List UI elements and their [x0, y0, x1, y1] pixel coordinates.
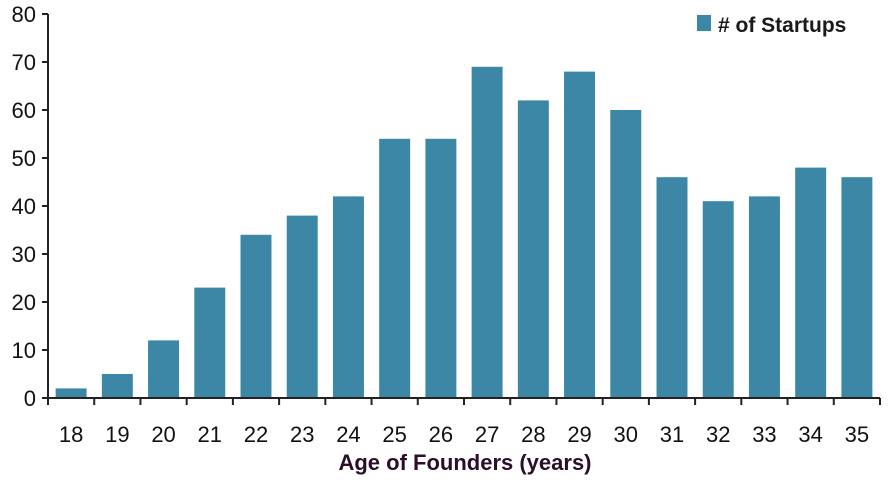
bar-25 — [379, 138, 411, 399]
bar-18 — [55, 388, 87, 398]
bar-32 — [702, 201, 734, 398]
legend-swatch — [697, 15, 711, 31]
y-axis-ticks: 0 10 20 30 40 50 60 70 80 — [12, 2, 48, 411]
x-tick-label: 27 — [475, 422, 499, 447]
bar-31 — [656, 177, 688, 398]
x-tick-label: 29 — [567, 422, 591, 447]
bar-21 — [194, 287, 226, 398]
bar-35 — [841, 177, 873, 398]
y-tick-label: 20 — [12, 290, 36, 315]
bar-20 — [148, 340, 180, 398]
legend-label: # of Startups — [718, 14, 846, 37]
x-axis-title: Age of Founders (years) — [338, 450, 591, 475]
x-tick-label: 23 — [290, 422, 314, 447]
y-tick-label: 60 — [12, 98, 36, 123]
bar-33 — [748, 196, 780, 398]
y-tick-label: 80 — [12, 2, 36, 27]
x-tick-label: 28 — [521, 422, 545, 447]
legend: # of Startups — [697, 14, 846, 37]
x-axis-ticks: 18 19 20 21 22 23 24 25 26 27 28 29 30 31 32 33 34 35 — [47, 398, 881, 447]
bar-34 — [795, 167, 827, 398]
bar-23 — [286, 215, 318, 398]
x-tick-label: 20 — [151, 422, 175, 447]
x-tick-label: 25 — [382, 422, 406, 447]
bar-22 — [240, 234, 272, 398]
x-tick-label: 18 — [59, 422, 83, 447]
x-tick-label: 35 — [845, 422, 869, 447]
x-tick-label: 32 — [706, 422, 730, 447]
x-tick-label: 30 — [614, 422, 638, 447]
bars — [55, 66, 873, 399]
y-tick-label: 0 — [24, 386, 36, 411]
x-tick-label: 19 — [105, 422, 129, 447]
x-tick-label: 31 — [660, 422, 684, 447]
y-tick-label: 50 — [12, 146, 36, 171]
bar-19 — [101, 374, 133, 398]
bar-26 — [425, 138, 457, 399]
x-tick-label: 21 — [198, 422, 222, 447]
y-tick-label: 30 — [12, 242, 36, 267]
x-tick-label: 34 — [798, 422, 822, 447]
bar-29 — [564, 71, 596, 398]
x-tick-label: 22 — [244, 422, 268, 447]
y-tick-label: 10 — [12, 338, 36, 363]
x-tick-label: 33 — [752, 422, 776, 447]
bar-28 — [517, 100, 549, 399]
x-tick-label: 24 — [336, 422, 360, 447]
y-tick-label: 40 — [12, 194, 36, 219]
bar-30 — [610, 110, 642, 398]
x-tick-label: 26 — [429, 422, 453, 447]
bar-27 — [471, 66, 503, 399]
bar-24 — [332, 196, 364, 398]
y-tick-label: 70 — [12, 50, 36, 75]
